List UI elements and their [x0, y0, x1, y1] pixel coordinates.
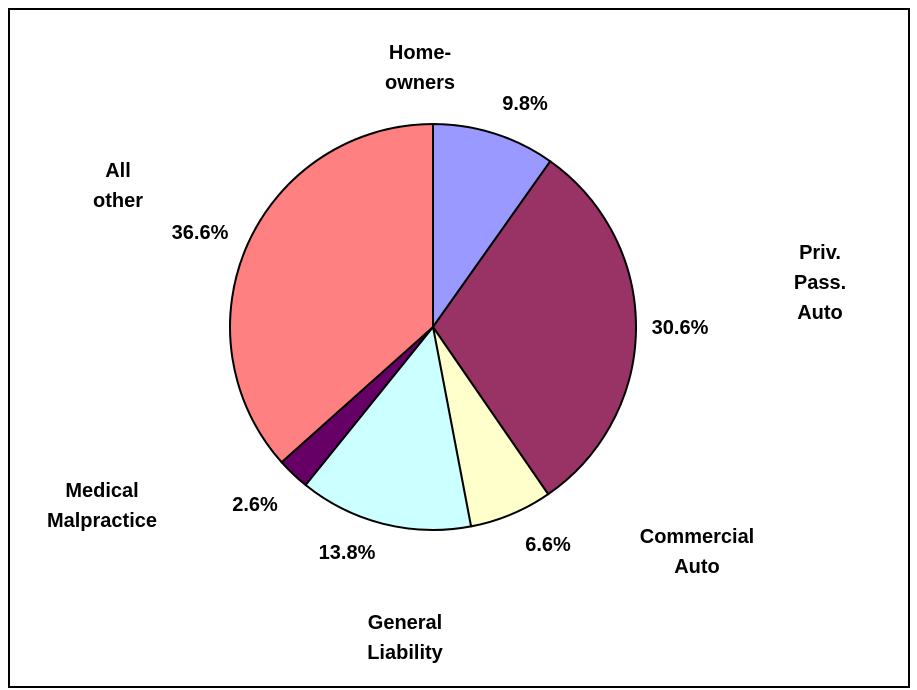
category-label: Home- owners — [384, 42, 456, 94]
value-label: 6.6% — [525, 534, 571, 556]
pie-slice — [432, 122, 552, 331]
value-label: 13.8% — [318, 542, 376, 564]
category-label: Medical Malpractice — [46, 480, 158, 532]
pie-slice — [304, 324, 473, 531]
value-label: 9.8% — [502, 93, 548, 115]
value-label: 36.6% — [171, 222, 229, 244]
category-label: Commercial Auto — [639, 526, 755, 578]
pie-slice — [229, 122, 434, 464]
chart-frame — [8, 8, 910, 688]
category-label: General Liability — [367, 612, 443, 664]
value-label: 30.6% — [651, 317, 709, 339]
category-label: All other — [93, 160, 143, 212]
category-label: Priv. Pass. Auto — [793, 242, 847, 324]
value-label: 2.6% — [232, 494, 278, 516]
pie-slice — [431, 159, 637, 496]
